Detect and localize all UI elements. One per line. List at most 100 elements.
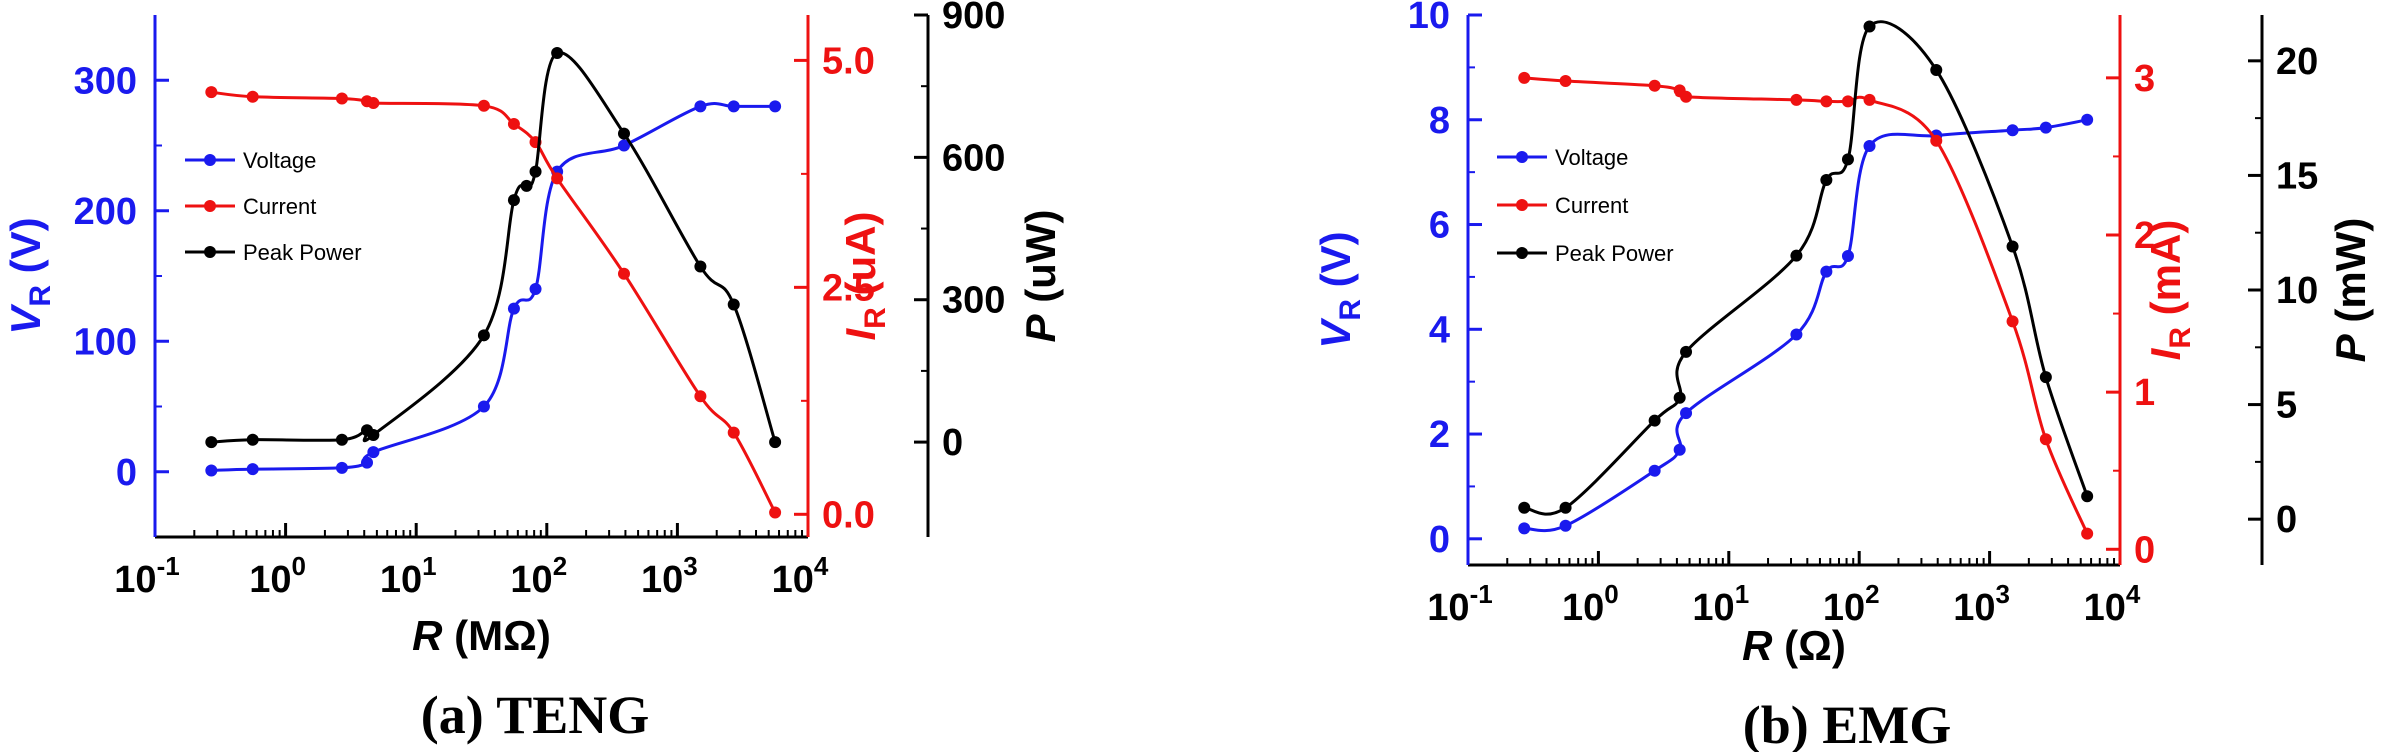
x-axis-title: R (MΩ) bbox=[412, 612, 551, 659]
data-point-peak-power bbox=[520, 179, 533, 192]
y-tick-label-left: 300 bbox=[74, 60, 137, 102]
y-axis-title-right2: P (uW) bbox=[1017, 210, 1064, 343]
y-axis-title-left: VR (V) bbox=[1312, 231, 1367, 348]
data-point-voltage bbox=[1518, 522, 1531, 535]
y-tick-label-right1: 0.0 bbox=[822, 494, 875, 536]
data-point-current bbox=[477, 99, 490, 112]
y-tick-label-right1: 1 bbox=[2134, 372, 2155, 414]
data-point-peak-power bbox=[551, 46, 564, 59]
data-point-voltage bbox=[360, 456, 373, 469]
y-tick-label-left: 8 bbox=[1429, 100, 1450, 142]
y-tick-label-left: 0 bbox=[116, 452, 137, 494]
x-tick-label: 10-1 bbox=[114, 551, 179, 601]
panel-teng: 10-1 100 101 102 103 104 R (MΩ) 0 100 200 300 VR (V… bbox=[2, 0, 1064, 659]
data-point-current bbox=[335, 92, 348, 105]
data-point-peak-power bbox=[1648, 414, 1661, 427]
data-point-peak-power bbox=[507, 194, 520, 207]
data-point-voltage bbox=[727, 100, 740, 113]
data-point-peak-power bbox=[1841, 153, 1854, 166]
legend-marker bbox=[204, 246, 216, 258]
y-tick-label-right2: 0 bbox=[2276, 499, 2297, 541]
data-point-peak-power bbox=[1518, 501, 1531, 514]
x-tick-label: 100 bbox=[249, 551, 306, 601]
legend-label: Peak Power bbox=[243, 240, 362, 265]
data-point-voltage bbox=[1680, 407, 1693, 420]
legend-marker bbox=[1516, 247, 1528, 259]
x-tick-label: 104 bbox=[2084, 579, 2141, 629]
x-tick-label: 10-1 bbox=[1427, 579, 1492, 629]
data-point-voltage bbox=[205, 464, 218, 477]
data-point-current bbox=[246, 90, 259, 103]
caption-emg: (b) EMG bbox=[1743, 695, 1952, 752]
legend-marker bbox=[1516, 151, 1528, 163]
data-point-peak-power bbox=[694, 260, 707, 273]
y-tick-label-left: 200 bbox=[74, 191, 137, 233]
data-point-current bbox=[2006, 315, 2019, 328]
x-tick-label: 104 bbox=[772, 551, 829, 601]
legend-label: Voltage bbox=[243, 148, 316, 173]
data-point-peak-power bbox=[1820, 174, 1833, 186]
data-point-peak-power bbox=[335, 433, 348, 446]
data-point-peak-power bbox=[769, 436, 782, 449]
y-tick-label-right2: 300 bbox=[942, 280, 1005, 322]
data-point-voltage bbox=[1559, 519, 1572, 532]
legend-label: Current bbox=[1555, 193, 1628, 218]
data-point-current bbox=[1648, 79, 1661, 92]
data-point-peak-power bbox=[2081, 490, 2094, 503]
y-tick-label-right1: 5.0 bbox=[822, 40, 875, 82]
y-axis-title-right1: IR (mA) bbox=[2142, 220, 2197, 361]
data-point-current bbox=[205, 86, 218, 99]
y-tick-label-left: 2 bbox=[1429, 414, 1450, 456]
data-point-current bbox=[367, 97, 380, 110]
y-tick-label-right2: 600 bbox=[942, 137, 1005, 179]
data-point-peak-power bbox=[477, 329, 490, 342]
legend-label: Current bbox=[243, 194, 316, 219]
data-point-current bbox=[1790, 93, 1803, 106]
data-point-peak-power bbox=[617, 127, 630, 140]
x-axis-title: R (Ω) bbox=[1742, 622, 1846, 669]
data-point-current bbox=[1559, 75, 1572, 87]
legend-marker bbox=[1516, 199, 1528, 211]
x-tick-label: 101 bbox=[1692, 579, 1749, 629]
data-point-voltage bbox=[367, 446, 380, 459]
data-point-current bbox=[727, 426, 740, 439]
y-tick-label-right1: 3 bbox=[2134, 58, 2155, 100]
data-point-peak-power bbox=[1790, 249, 1803, 262]
x-tick-label: 100 bbox=[1562, 579, 1619, 629]
y-tick-label-left: 6 bbox=[1429, 205, 1450, 247]
y-tick-label-left: 10 bbox=[1408, 0, 1450, 37]
data-point-voltage bbox=[1673, 443, 1686, 456]
data-point-voltage bbox=[1820, 265, 1833, 278]
y-tick-label-left: 4 bbox=[1429, 309, 1450, 351]
data-point-current bbox=[2081, 527, 2094, 540]
data-point-peak-power bbox=[2006, 240, 2019, 253]
data-point-voltage bbox=[1790, 328, 1803, 341]
data-point-voltage bbox=[1863, 139, 1876, 152]
data-point-peak-power bbox=[246, 433, 259, 446]
data-point-current bbox=[2039, 433, 2052, 446]
y-tick-label-right1: 2 bbox=[2134, 215, 2155, 257]
legend-marker bbox=[204, 154, 216, 166]
data-point-peak-power bbox=[1680, 345, 1693, 358]
y-tick-label-right2: 20 bbox=[2276, 41, 2318, 83]
x-tick-label: 103 bbox=[1953, 579, 2010, 629]
data-point-voltage bbox=[1648, 464, 1661, 477]
legend-label: Voltage bbox=[1555, 145, 1628, 170]
data-point-voltage bbox=[694, 100, 707, 113]
data-point-peak-power bbox=[529, 165, 542, 178]
data-point-voltage bbox=[2006, 124, 2019, 137]
data-point-voltage bbox=[2039, 121, 2052, 134]
data-point-peak-power bbox=[205, 436, 218, 449]
legend-label: Peak Power bbox=[1555, 241, 1674, 266]
data-point-voltage bbox=[769, 100, 782, 113]
data-point-peak-power bbox=[1559, 501, 1572, 514]
data-point-peak-power bbox=[2039, 371, 2052, 384]
data-point-peak-power bbox=[1930, 64, 1943, 76]
data-point-peak-power bbox=[367, 428, 380, 441]
data-point-current bbox=[617, 267, 630, 280]
data-point-voltage bbox=[507, 302, 520, 315]
x-tick-label: 102 bbox=[1823, 579, 1880, 629]
y-tick-label-right1: 0 bbox=[2134, 529, 2155, 571]
y-tick-label-right1: 2.5 bbox=[822, 267, 875, 309]
